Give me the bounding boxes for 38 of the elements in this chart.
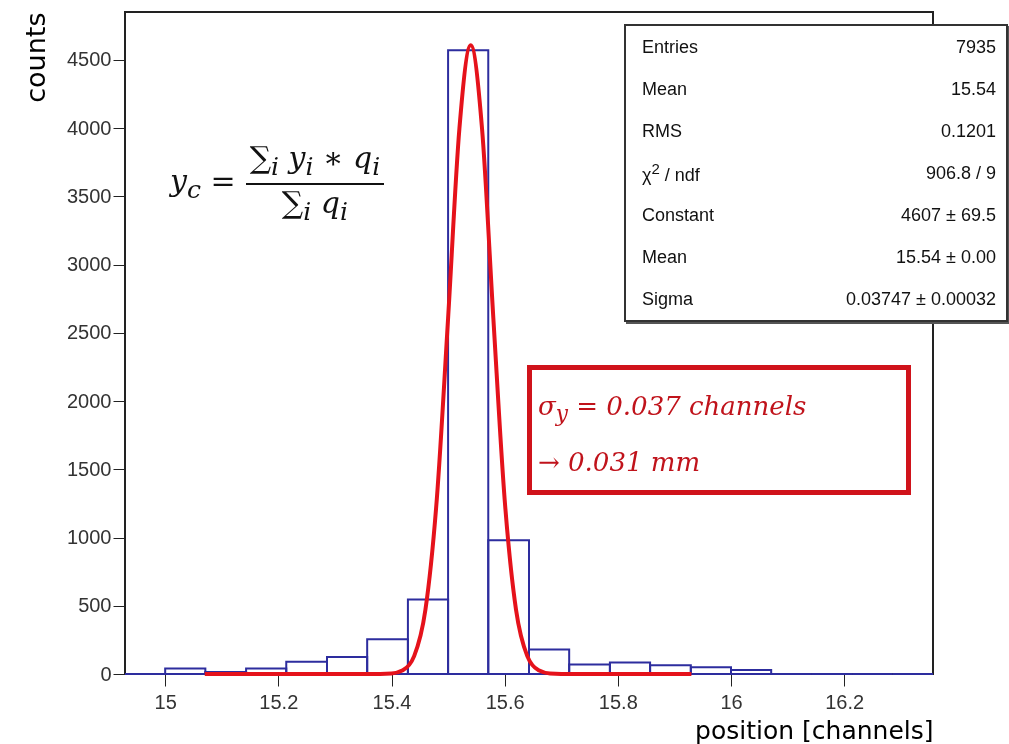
annotation: ∑$_{i}$ q$_{i}$ — [281, 185, 349, 226]
x-tick-label: 15.6 — [485, 690, 525, 713]
annotation: y$_{c}$ = — [170, 162, 236, 204]
text: 7935 — [954, 35, 997, 59]
text: 15.54 — [949, 77, 997, 101]
y-axis-title: counts — [20, 12, 52, 103]
annotation: Entries — [641, 35, 700, 59]
y-tick-label: 4000 — [67, 116, 112, 139]
annotation: Sigma — [641, 287, 695, 311]
y-tick-label: 1500 — [67, 457, 112, 480]
text: 0.1201 — [939, 119, 997, 143]
y-tick-label: 3000 — [67, 253, 112, 276]
annotation: σ$_{y}$ = 0.037 channels — [538, 391, 807, 427]
annotation: 0.03747 ± 0.00032 — [845, 287, 997, 311]
annotation: ∑$_{i}$ y$_{i}$ ∗ q$_{i}$ — [245, 140, 385, 185]
x-tick-label: 16.2 — [825, 690, 865, 713]
x-tick-label: 15.8 — [598, 690, 638, 713]
annotation: Mean — [641, 77, 689, 101]
annotation: 15.54 ± 0.00 — [895, 245, 997, 269]
annotation: 906.8 / 9 — [924, 161, 997, 185]
y-tick-label: 4500 — [67, 48, 112, 71]
x-tick-label: 15.4 — [372, 690, 412, 713]
y-tick-label: 3500 — [67, 184, 112, 207]
annotation: Mean — [641, 245, 689, 269]
x-tick-label: 15 — [154, 690, 177, 713]
x-tick-label: 15.2 — [259, 690, 299, 713]
y-tick-label: 2500 — [67, 321, 112, 344]
y-tick-label: 2000 — [67, 389, 112, 412]
y-tick-label: 1000 — [67, 526, 112, 549]
annotation: Constant — [641, 203, 716, 227]
annotation: → 0.031 mm — [538, 447, 701, 478]
annotation: RMS — [641, 119, 683, 143]
x-tick-label: 16 — [720, 690, 743, 713]
annotation: 4607 ± 69.5 — [900, 203, 997, 227]
annotation: χ$^{2}$ / ndf — [641, 159, 701, 187]
x-axis-title: position [channels] — [695, 715, 934, 744]
y-tick-label: 500 — [78, 594, 112, 617]
y-tick-label: 0 — [100, 662, 112, 685]
